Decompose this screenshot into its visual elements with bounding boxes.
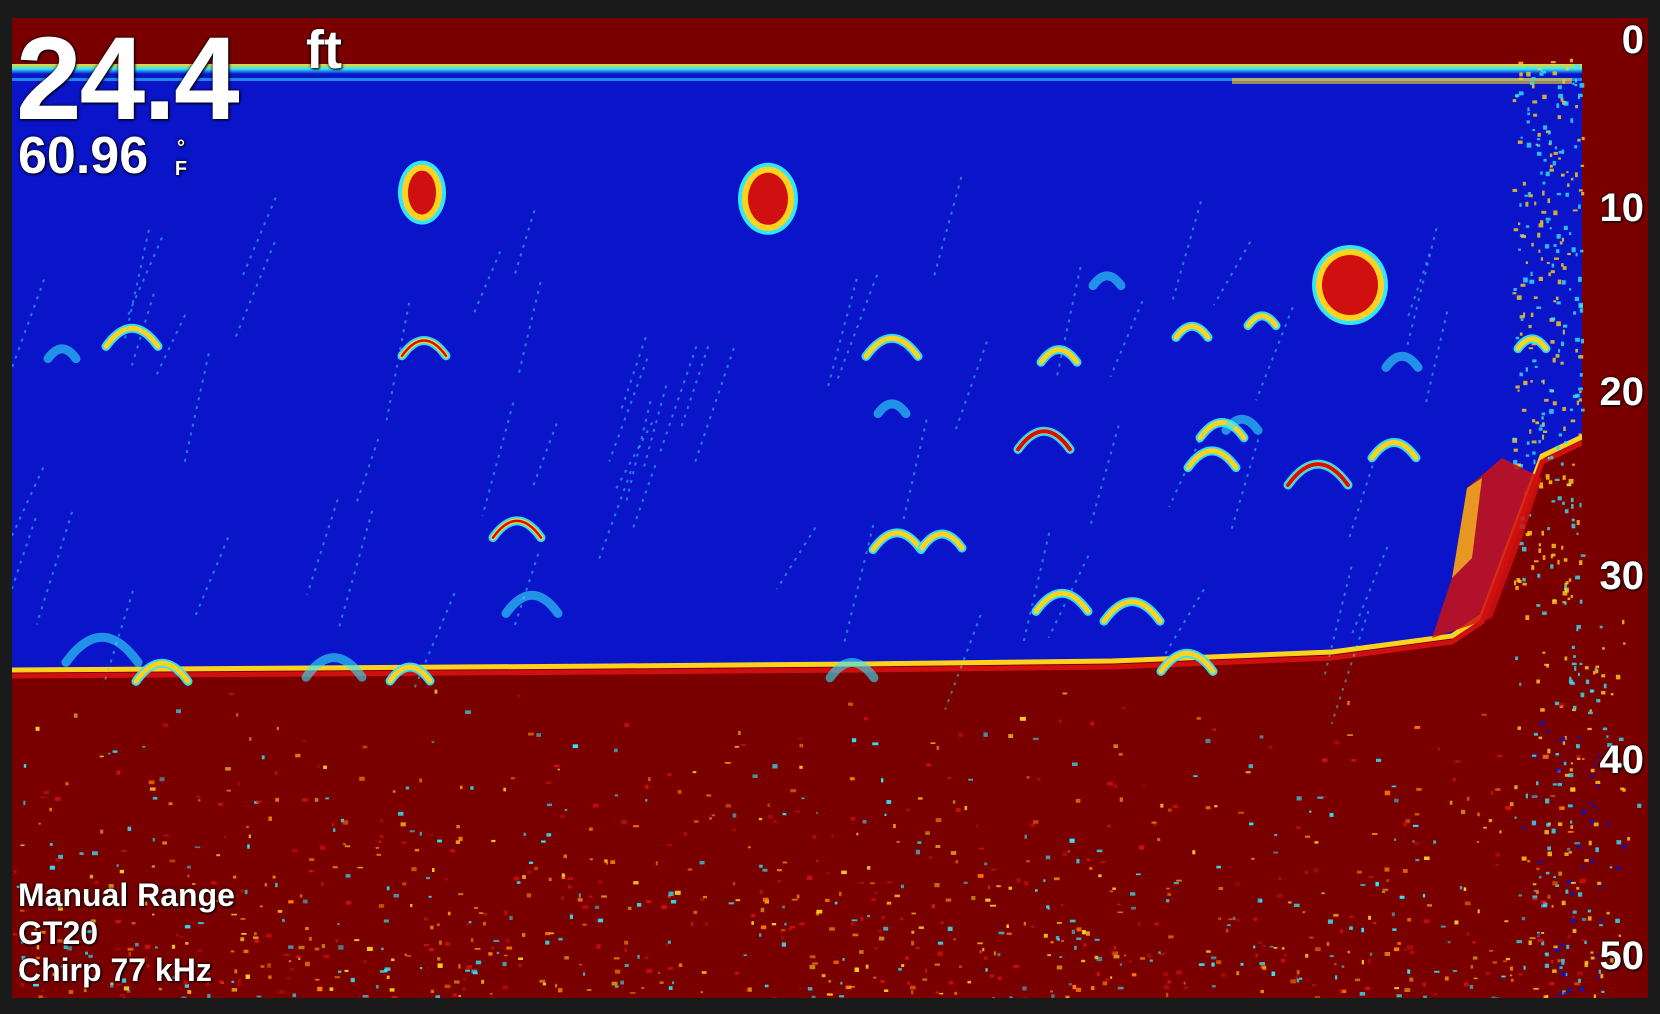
fish-arches bbox=[12, 160, 1551, 725]
frequency-label: Chirp 77 kHz bbox=[18, 952, 212, 989]
range-mode-label: Manual Range bbox=[18, 876, 235, 913]
edge-noise bbox=[1512, 58, 1642, 998]
depth-scale-label: 20 bbox=[1599, 370, 1645, 414]
depth-scale-label: 0 bbox=[1621, 18, 1644, 62]
bottom-speckle bbox=[12, 689, 1587, 998]
depth-scale-label: 10 bbox=[1599, 186, 1645, 230]
depth-scale-label: 50 bbox=[1599, 934, 1645, 978]
temperature-unit: °F bbox=[174, 137, 188, 180]
sonar-info-panel: Manual Range GT20 Chirp 77 kHz bbox=[18, 877, 235, 990]
depth-unit: ft bbox=[306, 20, 342, 80]
depth-readout: 24.4 bbox=[16, 18, 240, 145]
transducer-label: GT20 bbox=[18, 914, 99, 951]
sonar-image bbox=[12, 18, 1648, 998]
temperature-readout: 60.96 bbox=[18, 127, 149, 185]
depth-scale-label: 40 bbox=[1599, 738, 1645, 782]
depth-scale-label: 30 bbox=[1599, 554, 1645, 598]
slope-structure bbox=[1432, 458, 1542, 638]
water-column bbox=[12, 68, 1584, 672]
sonar-display: 24.4 ft 60.96 °F 0 10 20 30 40 50 Manual… bbox=[12, 18, 1648, 998]
surface-clutter bbox=[12, 64, 1582, 74]
